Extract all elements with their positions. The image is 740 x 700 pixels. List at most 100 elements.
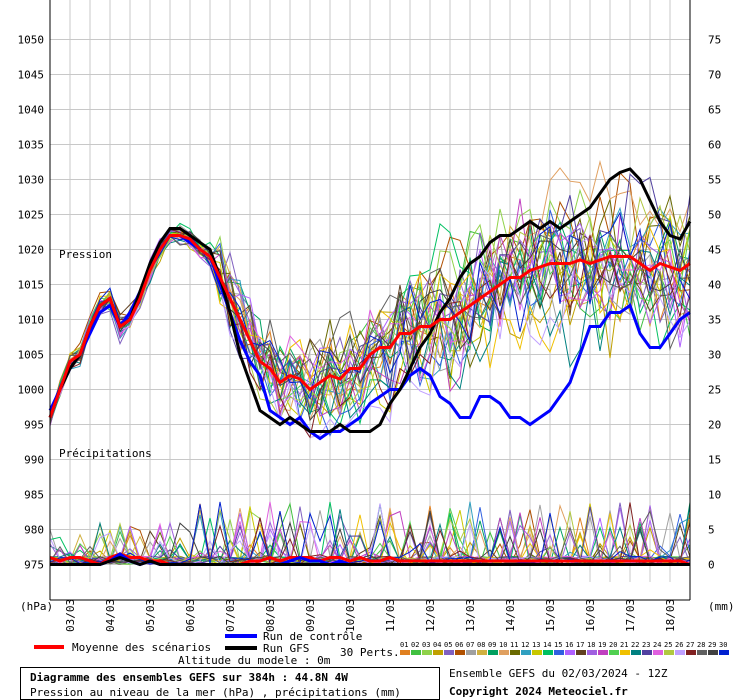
pert-swatch-02 [411, 650, 421, 655]
date-tick-label: 13/03 [464, 599, 477, 632]
gfs-pressure-line [48, 167, 692, 433]
date-tick-label: 16/03 [584, 599, 597, 632]
precip-tick-label: 35 [708, 314, 721, 327]
pert-swatch-12 [521, 650, 531, 655]
precip-panel-label: Précipitations [59, 447, 152, 460]
pressure-tick-label: 1020 [18, 244, 45, 257]
legend-control-label: Run de contrôle [263, 630, 362, 643]
perturbation-precip-line-26 [49, 503, 691, 565]
date-tick-label: 08/03 [264, 599, 277, 632]
precip-tick-label: 20 [708, 419, 721, 432]
pert-number-07: 07 [466, 641, 474, 649]
ensemble-run-info: Ensemble GEFS du 02/03/2024 - 12Z [449, 667, 668, 680]
pert-number-03: 03 [422, 641, 430, 649]
gfs-precip-line [50, 555, 690, 567]
pressure-tick-label: 1040 [18, 104, 45, 117]
pressure-tick-label: 1030 [18, 174, 45, 187]
pressure-tick-label: 1045 [18, 69, 45, 82]
pert-swatch-21 [620, 650, 630, 655]
pert-number-09: 09 [488, 641, 496, 649]
pert-swatch-14 [543, 650, 553, 655]
pressure-tick-label: 1015 [18, 279, 45, 292]
pert-swatch-20 [609, 650, 619, 655]
pert-number-17: 17 [576, 641, 584, 649]
precip-tick-label: 10 [708, 489, 721, 502]
pert-number-08: 08 [477, 641, 485, 649]
precip-tick-label: 55 [708, 174, 721, 187]
pert-swatch-19 [598, 650, 608, 655]
pert-swatch-11 [510, 650, 520, 655]
date-tick-label: 10/03 [344, 599, 357, 632]
pert-swatch-03 [422, 650, 432, 655]
pert-number-29: 29 [708, 641, 716, 649]
pressure-panel-label: Pression [59, 248, 112, 261]
date-tick-label: 06/03 [184, 599, 197, 632]
pressure-tick-label: 985 [24, 489, 44, 502]
pert-swatch-22 [631, 650, 641, 655]
pert-number-11: 11 [510, 641, 518, 649]
pert-swatch-29 [708, 650, 718, 655]
legend: Moyenne des scénarios Run de contrôleRun … [34, 630, 729, 667]
pert-swatch-08 [477, 650, 487, 655]
pressure-tick-label: 1050 [18, 34, 45, 47]
pert-number-04: 04 [433, 641, 441, 649]
pert-number-12: 12 [521, 641, 529, 649]
pressure-tick-label: 1010 [18, 314, 45, 327]
date-tick-label: 15/03 [544, 599, 557, 632]
date-tick-label: 07/03 [224, 599, 237, 632]
precip-tick-label: 25 [708, 384, 721, 397]
main-precip-lines [49, 552, 691, 567]
precip-tick-label: 60 [708, 139, 721, 152]
plot-frame [49, 0, 691, 601]
pert-swatch-13 [532, 650, 542, 655]
pert-swatch-26 [675, 650, 685, 655]
pert-number-19: 19 [598, 641, 606, 649]
info-box: Diagramme des ensembles GEFS sur 384h : … [20, 667, 440, 700]
pressure-tick-label: 1005 [18, 349, 45, 362]
legend-mean-label: Moyenne des scénarios [72, 641, 211, 654]
precip-tick-label: 65 [708, 104, 721, 117]
pert-number-28: 28 [697, 641, 705, 649]
copyright: Copyright 2024 Meteociel.fr [449, 685, 628, 698]
pert-swatch-28 [697, 650, 707, 655]
pert-number-16: 16 [565, 641, 573, 649]
legend-perts-label: 30 Perts. [340, 646, 400, 659]
pert-number-21: 21 [620, 641, 628, 649]
chart-subtitle: Pression au niveau de la mer (hPa) , pré… [30, 686, 401, 699]
date-tick-label: 03/03 [64, 599, 77, 632]
pert-swatch-27 [686, 650, 696, 655]
pressure-tick-label: 1025 [18, 209, 45, 222]
perturbation-pressure-line-25 [49, 196, 691, 421]
pert-swatch-01 [400, 650, 410, 655]
pert-swatch-05 [444, 650, 454, 655]
main-pressure-lines [48, 167, 692, 441]
pert-number-01: 01 [400, 641, 408, 649]
pert-number-06: 06 [455, 641, 463, 649]
pressure-tick-label: 1000 [18, 384, 45, 397]
pressure-tick-label: 995 [24, 419, 44, 432]
pert-number-26: 26 [675, 641, 683, 649]
pert-swatch-07 [466, 650, 476, 655]
precip-tick-label: 0 [708, 559, 715, 572]
pert-number-30: 30 [719, 641, 727, 649]
precip-tick-label: 70 [708, 69, 721, 82]
legend-gfs-label: Run GFS [263, 642, 309, 655]
pert-swatch-15 [554, 650, 564, 655]
pert-swatch-16 [565, 650, 575, 655]
date-tick-label: 09/03 [304, 599, 317, 632]
perturbation-precip-line-16 [49, 513, 691, 565]
pert-number-15: 15 [554, 641, 562, 649]
pert-swatch-24 [653, 650, 663, 655]
pert-number-18: 18 [587, 641, 595, 649]
date-tick-label: 14/03 [504, 599, 517, 632]
right-axis-unit: (mm) [708, 600, 735, 613]
precip-tick-label: 5 [708, 524, 715, 537]
pressure-tick-label: 1035 [18, 139, 45, 152]
pert-number-14: 14 [543, 641, 551, 649]
date-tick-label: 17/03 [624, 599, 637, 632]
mean-pressure-line [48, 234, 691, 419]
pert-swatch-18 [587, 650, 597, 655]
axis-labels: 9759809859909951000100510101015102010251… [18, 34, 735, 633]
pert-swatch-04 [433, 650, 443, 655]
